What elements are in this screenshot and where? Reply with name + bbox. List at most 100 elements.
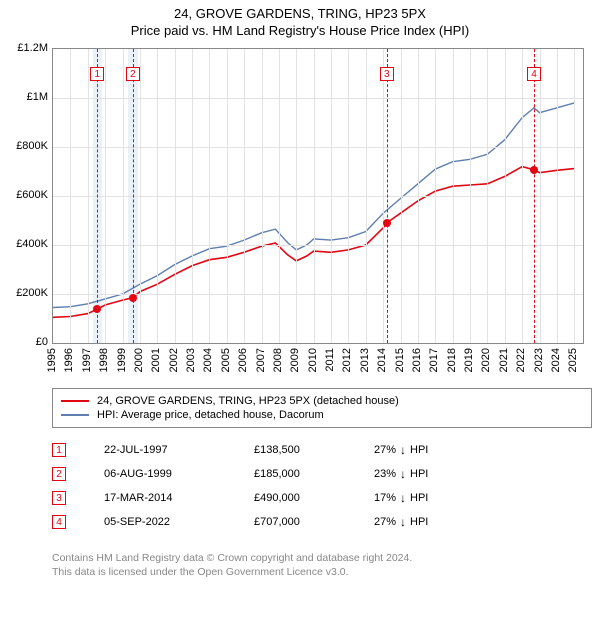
sales-row: 206-AUG-1999£185,00023%↓HPI	[52, 462, 592, 486]
vgrid	[140, 49, 141, 343]
x-tick-label: 2025	[567, 348, 579, 372]
sale-marker-box: 1	[90, 67, 104, 81]
vgrid	[557, 49, 558, 343]
legend-label: HPI: Average price, detached house, Daco…	[97, 409, 324, 421]
sales-price: £138,500	[254, 444, 374, 456]
x-tick-label: 2004	[202, 348, 214, 372]
sales-date: 05-SEP-2022	[104, 516, 254, 528]
x-tick-label: 2013	[359, 348, 371, 372]
sale-marker-box: 4	[527, 67, 541, 81]
sales-index-box: 3	[52, 491, 66, 505]
vgrid	[487, 49, 488, 343]
legend-swatch	[61, 400, 89, 402]
x-tick-label: 1995	[46, 348, 58, 372]
sale-marker-line	[387, 49, 388, 343]
sale-dot	[383, 219, 391, 227]
y-tick-label: £1.2M	[8, 42, 48, 54]
vgrid	[435, 49, 436, 343]
attribution-line2: This data is licensed under the Open Gov…	[52, 566, 592, 580]
sale-dot	[530, 166, 538, 174]
sales-index-box: 1	[52, 443, 66, 457]
sales-diff: 27%↓HPI	[374, 515, 454, 529]
x-tick-label: 2021	[498, 348, 510, 372]
sales-date: 17-MAR-2014	[104, 492, 254, 504]
x-tick-label: 2003	[185, 348, 197, 372]
vgrid	[70, 49, 71, 343]
x-tick-label: 2007	[255, 348, 267, 372]
vgrid	[279, 49, 280, 343]
x-tick-label: 1998	[98, 348, 110, 372]
sale-marker-line	[97, 49, 98, 343]
vgrid	[192, 49, 193, 343]
attribution: Contains HM Land Registry data © Crown c…	[52, 552, 592, 579]
sales-diff-pct: 23%	[374, 468, 396, 480]
x-tick-label: 2015	[394, 348, 406, 372]
x-tick-label: 2009	[289, 348, 301, 372]
vgrid	[157, 49, 158, 343]
vgrid	[505, 49, 506, 343]
vgrid	[401, 49, 402, 343]
x-tick-label: 2016	[411, 348, 423, 372]
sales-row: 317-MAR-2014£490,00017%↓HPI	[52, 486, 592, 510]
sales-diff-pct: 27%	[374, 444, 396, 456]
vgrid	[105, 49, 106, 343]
x-tick-label: 2023	[533, 348, 545, 372]
arrow-down-icon: ↓	[400, 491, 406, 505]
vgrid	[314, 49, 315, 343]
x-tick-label: 2011	[324, 348, 336, 372]
plot-area: 1234	[52, 48, 584, 344]
y-tick-label: £1M	[8, 91, 48, 103]
title-address: 24, GROVE GARDENS, TRING, HP23 5PX	[0, 6, 600, 21]
sales-index-box: 2	[52, 467, 66, 481]
x-tick-label: 2001	[150, 348, 162, 372]
y-tick-label: £200K	[8, 287, 48, 299]
sales-table: 122-JUL-1997£138,50027%↓HPI206-AUG-1999£…	[52, 438, 592, 534]
sales-row: 405-SEP-2022£707,00027%↓HPI	[52, 510, 592, 534]
vgrid	[453, 49, 454, 343]
sales-diff: 27%↓HPI	[374, 443, 454, 457]
legend: 24, GROVE GARDENS, TRING, HP23 5PX (deta…	[52, 388, 592, 428]
x-tick-label: 2022	[515, 348, 527, 372]
sales-diff-vs: HPI	[410, 444, 428, 456]
x-tick-label: 2012	[341, 348, 353, 372]
y-tick-label: £400K	[8, 238, 48, 250]
x-tick-label: 2008	[272, 348, 284, 372]
chart: 1234 £0£200K£400K£600K£800K£1M£1.2M19951…	[8, 44, 592, 404]
x-tick-label: 2010	[307, 348, 319, 372]
x-tick-label: 2019	[463, 348, 475, 372]
vgrid	[244, 49, 245, 343]
sales-date: 06-AUG-1999	[104, 468, 254, 480]
legend-swatch	[61, 414, 89, 416]
vgrid	[175, 49, 176, 343]
sales-price: £707,000	[254, 516, 374, 528]
sales-date: 22-JUL-1997	[104, 444, 254, 456]
vgrid	[123, 49, 124, 343]
x-tick-label: 1997	[81, 348, 93, 372]
sales-diff: 17%↓HPI	[374, 491, 454, 505]
x-tick-label: 2017	[428, 348, 440, 372]
x-tick-label: 2005	[220, 348, 232, 372]
y-tick-label: £600K	[8, 189, 48, 201]
x-tick-label: 1999	[116, 348, 128, 372]
sales-row: 1 22-JUL-1997£138,50027%↓HPI	[52, 438, 592, 462]
y-tick-label: £0	[8, 336, 48, 348]
x-tick-label: 2006	[237, 348, 249, 372]
sale-marker-box: 3	[380, 67, 394, 81]
x-tick-label: 2014	[376, 348, 388, 372]
vgrid	[348, 49, 349, 343]
x-tick-label: 2018	[446, 348, 458, 372]
vgrid	[296, 49, 297, 343]
x-tick-label: 2000	[133, 348, 145, 372]
legend-row: 24, GROVE GARDENS, TRING, HP23 5PX (deta…	[61, 395, 583, 407]
x-tick-label: 2020	[480, 348, 492, 372]
title-block: 24, GROVE GARDENS, TRING, HP23 5PX Price…	[0, 0, 600, 38]
sales-diff-vs: HPI	[410, 516, 428, 528]
vgrid	[331, 49, 332, 343]
sales-diff-pct: 17%	[374, 492, 396, 504]
arrow-down-icon: ↓	[400, 467, 406, 481]
x-tick-label: 2024	[550, 348, 562, 372]
sales-diff: 23%↓HPI	[374, 467, 454, 481]
vgrid	[209, 49, 210, 343]
vgrid	[88, 49, 89, 343]
sales-diff-pct: 27%	[374, 516, 396, 528]
